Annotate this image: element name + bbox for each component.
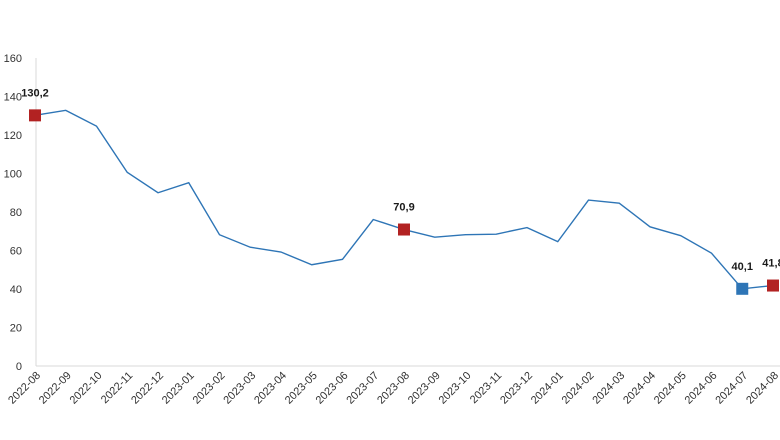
x-tick-label: 2022-11 [99, 370, 135, 406]
y-tick-labels: 0 20 40 60 80 100 120 140 160 [4, 53, 22, 373]
y-tick-label: 40 [10, 284, 22, 296]
x-tick-label: 2023-11 [468, 370, 504, 406]
x-tick-label: 2023-12 [498, 370, 535, 407]
x-tick-label: 2024-07 [713, 370, 750, 407]
x-tick-label: 2022-09 [37, 370, 74, 407]
x-tick-label: 2022-08 [6, 370, 43, 407]
y-tick-label: 140 [4, 92, 22, 104]
series-line [34, 109, 774, 290]
x-tick-label: 2023-06 [314, 370, 351, 407]
x-tick-label: 2024-02 [560, 370, 597, 407]
highlight-marker [736, 282, 749, 295]
highlight-marker [767, 279, 779, 292]
y-tick-label: 80 [10, 207, 22, 219]
data-label: 40,1 [732, 261, 753, 273]
x-tick-label: 2023-05 [283, 370, 320, 407]
x-tick-label: 2024-01 [529, 370, 566, 407]
x-tick-label: 2023-02 [191, 370, 228, 407]
x-tick-label: 2022-12 [129, 370, 166, 407]
highlight-marker [29, 109, 41, 122]
y-tick-label: 60 [10, 246, 22, 258]
y-tick-label: 120 [4, 130, 22, 142]
x-tick-label: 2024-06 [683, 370, 720, 407]
x-tick-label: 2023-03 [221, 370, 258, 407]
highlight-markers [29, 109, 779, 295]
data-label: 130,2 [21, 87, 49, 99]
y-tick-label: 0 [16, 361, 22, 373]
data-labels: 130,2 70,9 40,1 41,8 [21, 87, 780, 272]
highlight-marker [398, 223, 410, 236]
y-tick-label: 100 [4, 169, 22, 181]
y-tick-label: 160 [4, 53, 22, 65]
x-tick-label: 2023-07 [344, 370, 381, 407]
x-tick-label: 2023-09 [406, 370, 443, 407]
x-tick-label: 2024-04 [621, 370, 658, 407]
x-tick-labels: 2022-082022-092022-102022-112022-122023-… [6, 370, 780, 407]
x-tick-label: 2023-08 [375, 370, 412, 407]
x-tick-label: 2024-03 [590, 370, 627, 407]
data-label: 41,8 [762, 258, 780, 270]
x-tick-label: 2024-08 [744, 370, 780, 407]
x-tick-label: 2023-04 [252, 370, 289, 407]
data-label: 70,9 [393, 202, 414, 214]
x-tick-label: 2024-05 [652, 370, 689, 407]
y-tick-label: 20 [10, 323, 22, 335]
x-tick-label: 2023-10 [437, 370, 474, 407]
x-tick-label: 2022-10 [68, 370, 105, 407]
x-tick-label: 2023-01 [160, 370, 197, 407]
